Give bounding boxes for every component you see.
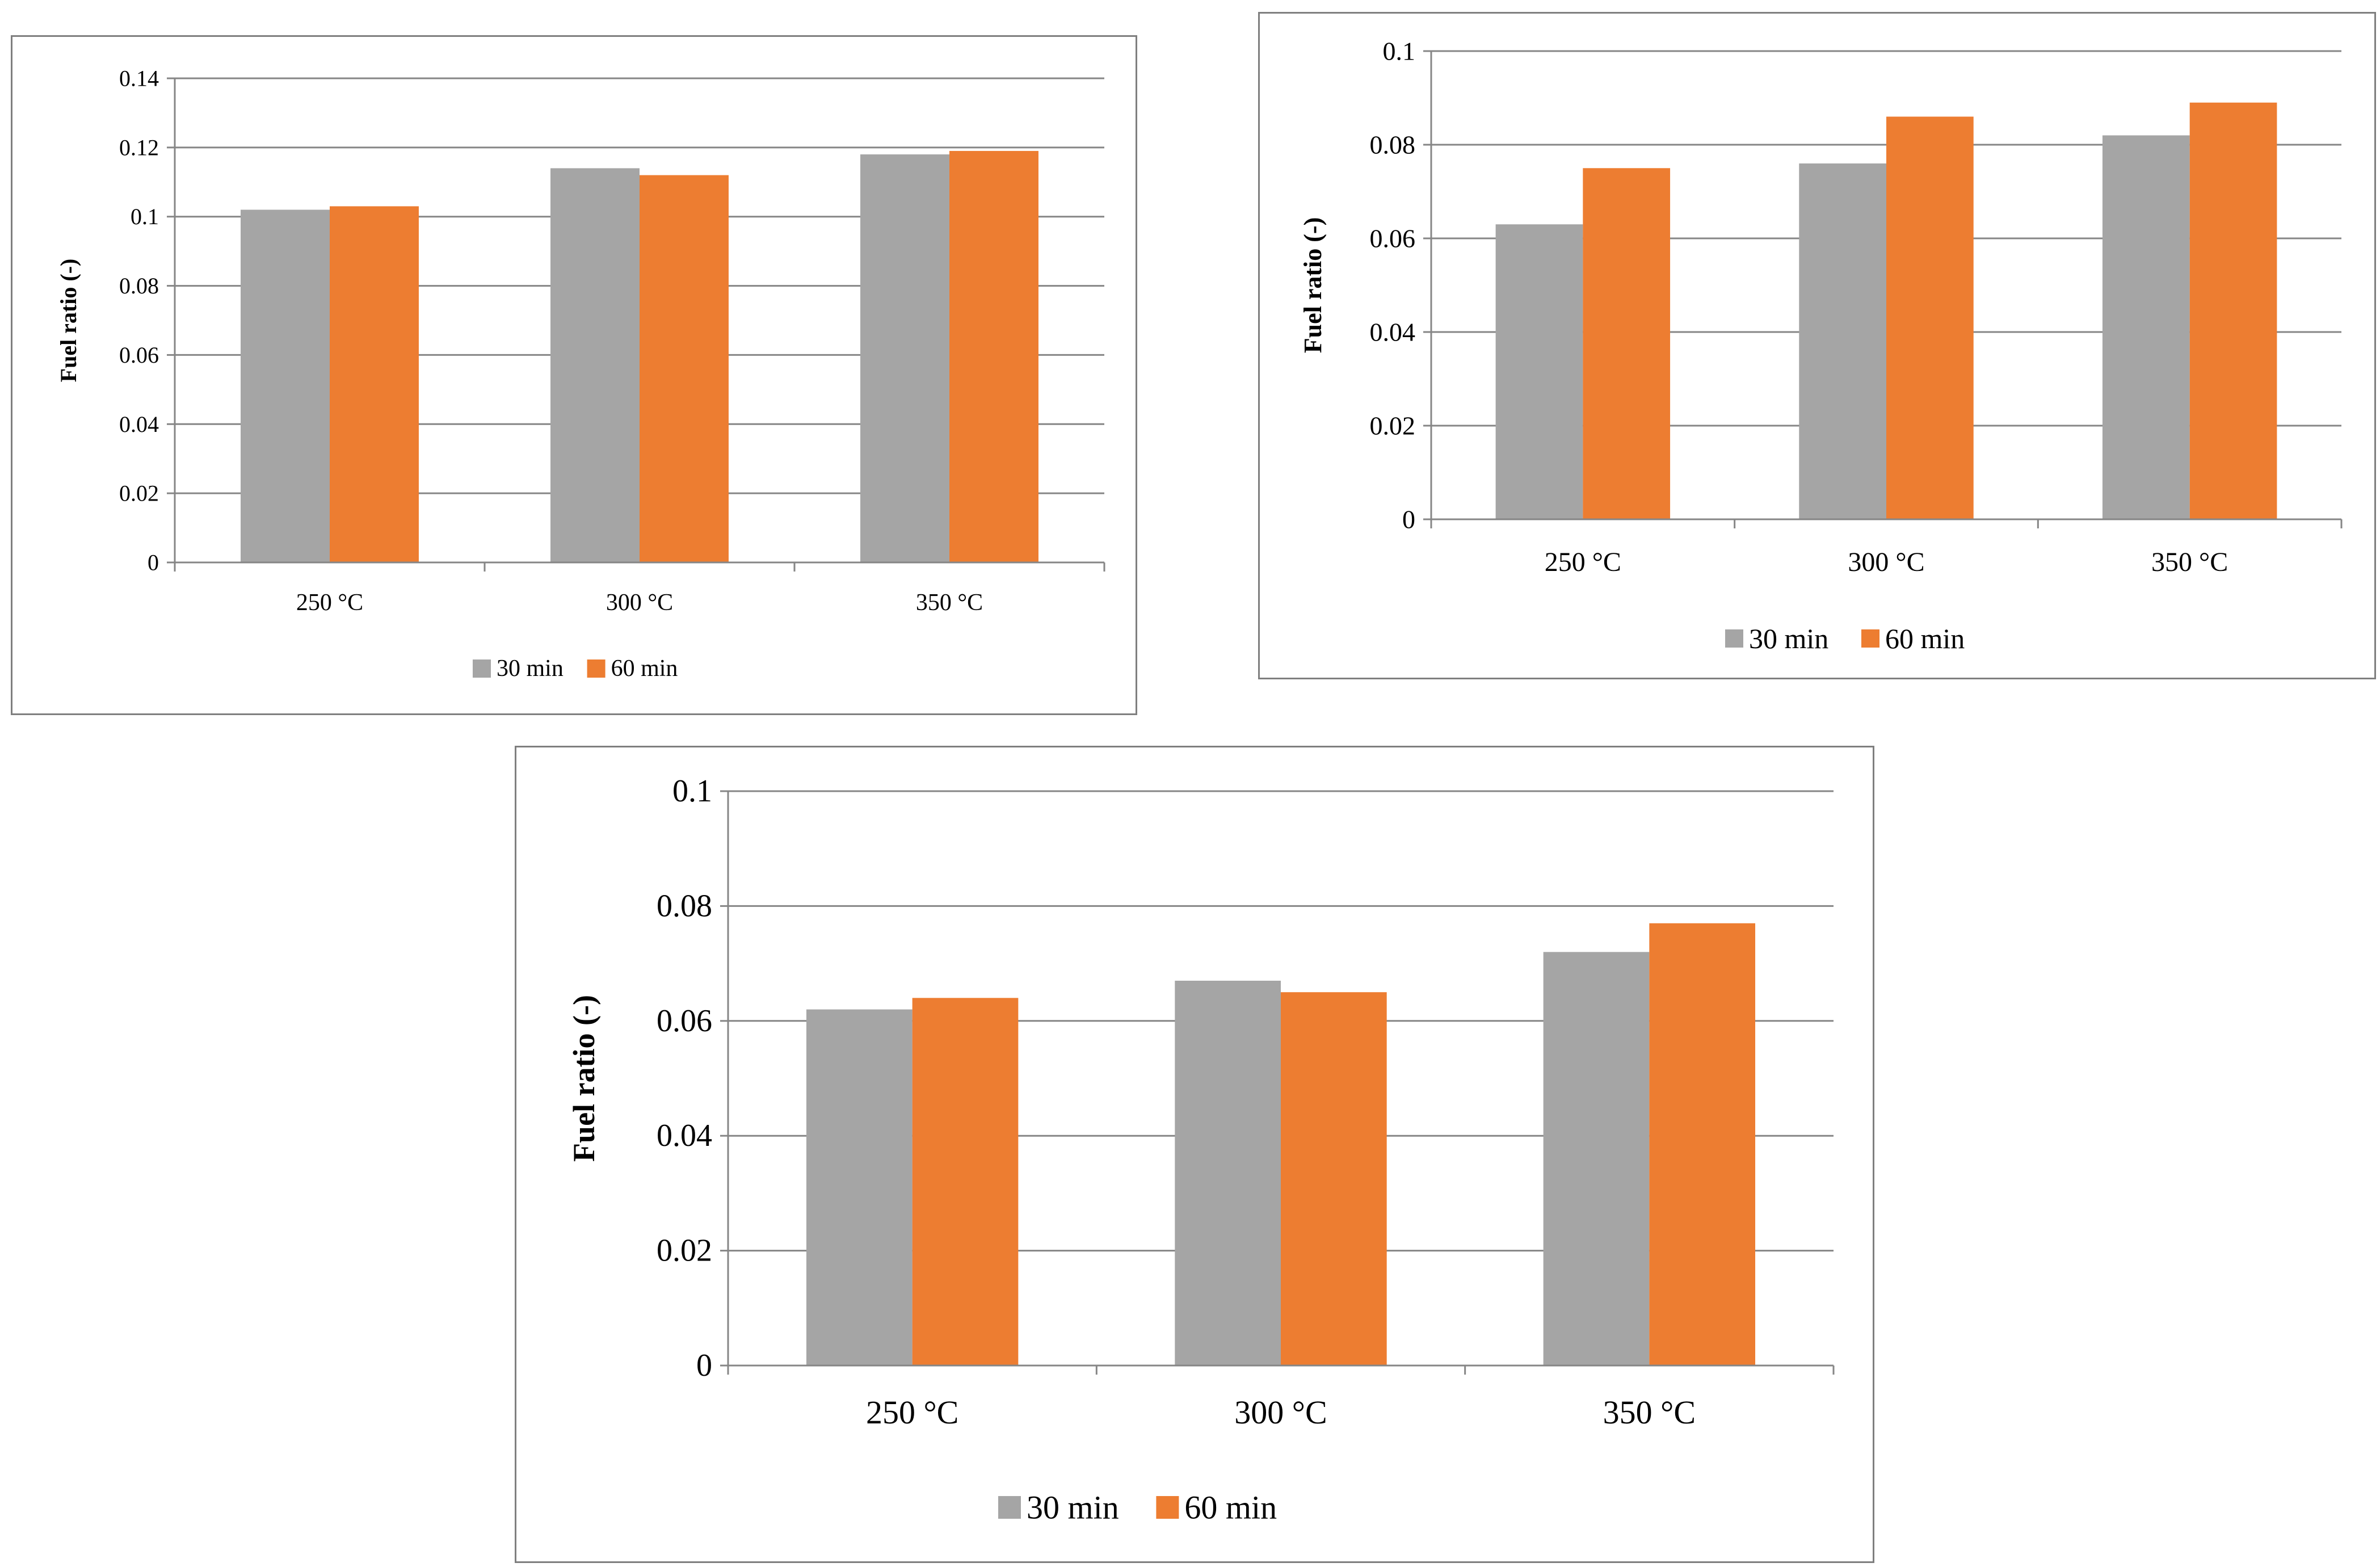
bar-60-min-2: [2189, 102, 2277, 519]
y-tick-label: 0.08: [119, 273, 159, 299]
bar-60-min-0: [1583, 168, 1671, 519]
legend-swatch-30-min: [473, 659, 491, 678]
bar-60-min-1: [1886, 116, 1974, 519]
y-tick-label: 0.1: [1383, 37, 1416, 66]
x-category-label: 250 °C: [1545, 547, 1621, 577]
legend-label-30-min: 30 min: [1027, 1489, 1119, 1526]
y-axis-title: Fuel ratio (-): [567, 995, 601, 1162]
y-tick-label: 0.1: [672, 774, 712, 809]
legend-label-60-min: 60 min: [611, 656, 678, 682]
chart-panel-top-right: 0 0.02 0.04 0.06 0.08 0.1 250 °C 300 °C 350 °C Fu…: [1258, 12, 2376, 679]
x-category-label: 300 °C: [1234, 1394, 1327, 1431]
y-tick-label: 0.02: [1370, 411, 1416, 440]
bar-30-min-0: [1495, 224, 1583, 519]
y-axis-title: Fuel ratio (-): [1299, 217, 1327, 353]
bar-chart-top-left: 0 0.02 0.04 0.06 0.08 0.1 0.12 0.14 250 °C 300 °C…: [56, 66, 1105, 682]
legend-label-30-min: 30 min: [1749, 623, 1828, 654]
legend-swatch-60-min: [1861, 629, 1879, 648]
y-tick-label: 0: [148, 550, 159, 575]
bar-30-min-2: [2102, 135, 2190, 519]
bar-30-min-2: [1543, 952, 1650, 1366]
y-axis-title: Fuel ratio (-): [56, 259, 81, 383]
bar-60-min-0: [330, 206, 419, 563]
bar-60-min-1: [1281, 992, 1387, 1366]
bar-60-min-2: [949, 150, 1038, 562]
y-tick-label: 0.12: [119, 135, 159, 160]
x-category-label: 300 °C: [1848, 547, 1924, 577]
legend-swatch-60-min: [1156, 1496, 1179, 1519]
bar-chart-top-right: 0 0.02 0.04 0.06 0.08 0.1 250 °C 300 °C 350 °C Fu…: [1299, 37, 2343, 654]
y-tick-label: 0: [1402, 505, 1415, 534]
y-tick-label: 0.04: [657, 1118, 712, 1153]
bar-30-min-0: [806, 1009, 913, 1366]
legend-label-60-min: 60 min: [1885, 623, 1965, 654]
x-category-label: 350 °C: [1603, 1394, 1696, 1431]
bar-60-min-2: [1649, 923, 1756, 1366]
y-tick-label: 0.04: [119, 411, 159, 437]
legend-swatch-30-min: [998, 1496, 1021, 1519]
y-tick-label: 0.1: [131, 204, 159, 229]
bar-60-min-1: [640, 175, 729, 563]
y-tick-label: 0.06: [657, 1003, 712, 1039]
legend-label-30-min: 30 min: [497, 656, 564, 682]
y-tick-label: 0.08: [657, 888, 712, 923]
bar-30-min-1: [1175, 980, 1281, 1366]
chart-panel-top-left: 0 0.02 0.04 0.06 0.08 0.1 0.12 0.14 250 °C 300 °C…: [11, 35, 1137, 715]
x-category-label: 350 °C: [916, 590, 983, 616]
bar-30-min-2: [860, 154, 949, 562]
y-tick-label: 0.02: [119, 481, 159, 506]
legend-swatch-30-min: [1725, 629, 1743, 648]
bar-30-min-0: [241, 209, 330, 562]
y-tick-label: 0.06: [119, 342, 159, 368]
x-category-label: 350 °C: [2151, 547, 2228, 577]
bar-30-min-1: [550, 168, 640, 562]
y-tick-label: 0.06: [1370, 224, 1416, 253]
y-tick-label: 0.08: [1370, 131, 1416, 159]
x-category-label: 300 °C: [606, 590, 673, 616]
y-tick-label: 0.14: [119, 66, 159, 91]
bar-60-min-0: [912, 998, 1019, 1366]
x-category-label: 250 °C: [296, 590, 363, 616]
y-tick-label: 0: [696, 1348, 712, 1383]
y-tick-label: 0.02: [657, 1233, 712, 1268]
y-tick-label: 0.04: [1370, 318, 1416, 347]
x-category-label: 250 °C: [866, 1394, 958, 1431]
legend-swatch-60-min: [587, 659, 605, 678]
legend-label-60-min: 60 min: [1184, 1489, 1277, 1526]
bar-30-min-1: [1799, 163, 1886, 519]
bar-chart-bottom: 0 0.02 0.04 0.06 0.08 0.1 250 °C 300 °C 350 °C Fu…: [567, 774, 1835, 1526]
chart-panel-bottom: 0 0.02 0.04 0.06 0.08 0.1 250 °C 300 °C 350 °C Fu…: [515, 746, 1874, 1563]
